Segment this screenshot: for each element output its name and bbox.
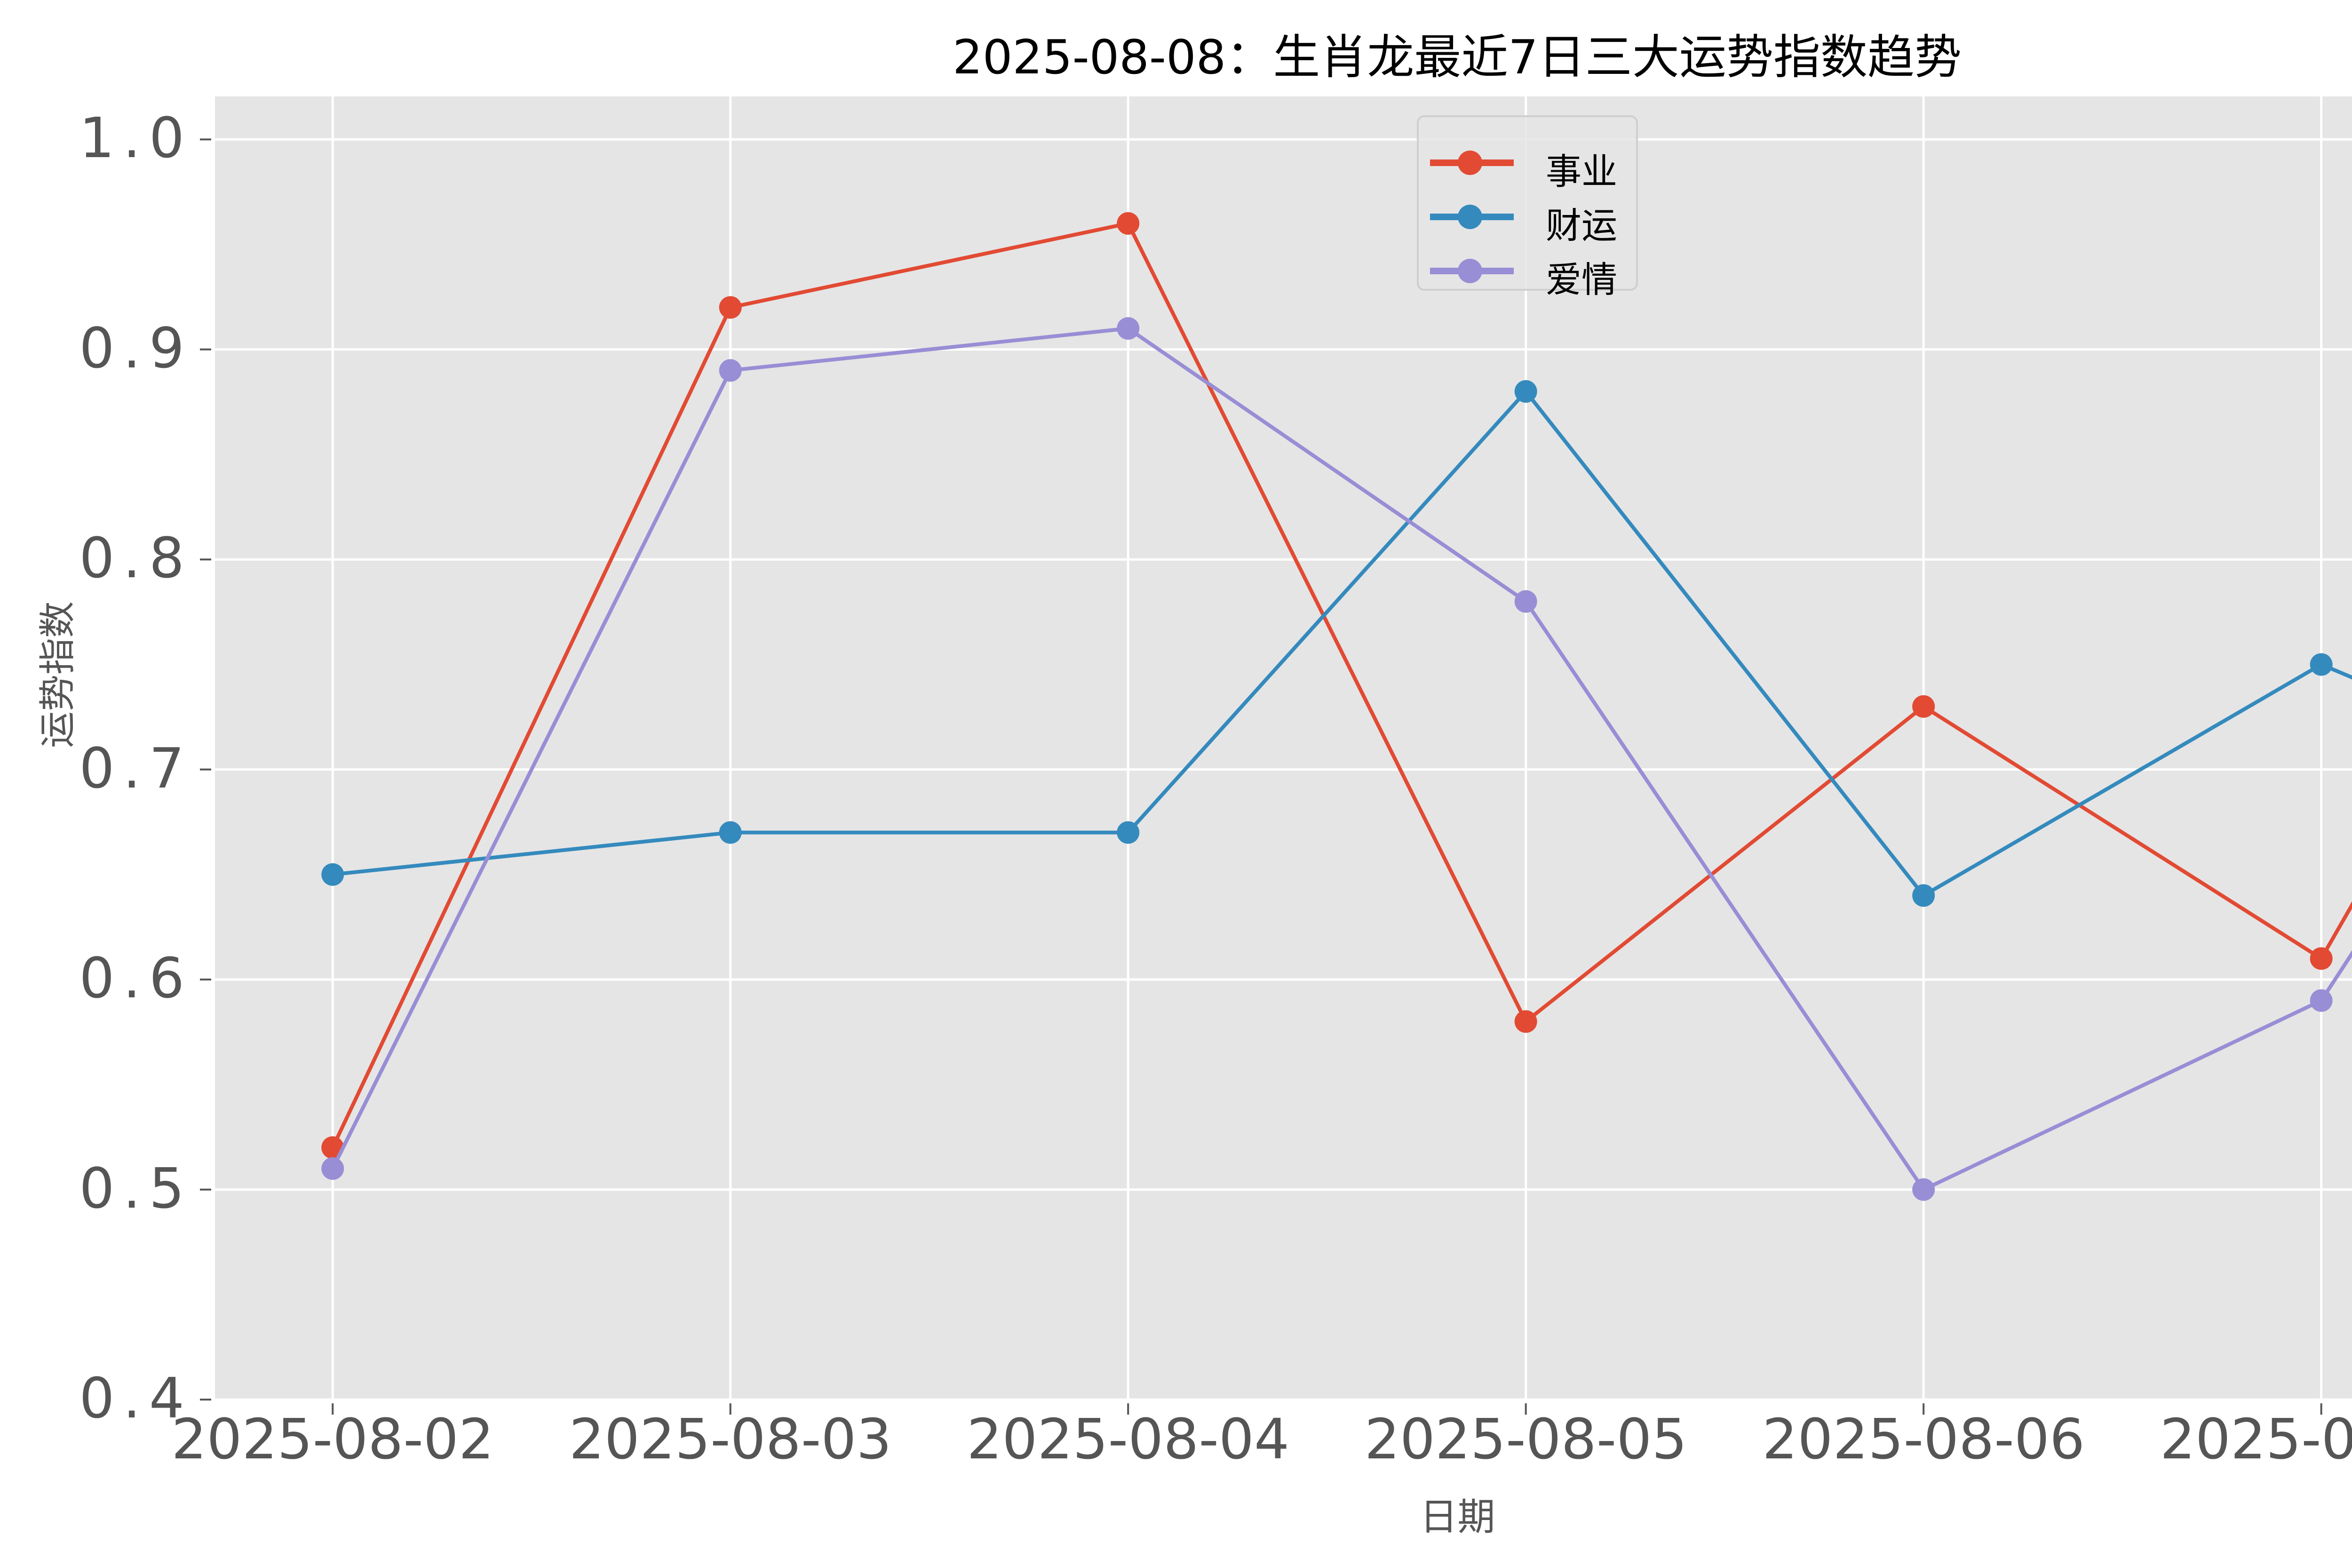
- data-point-marker: [1514, 590, 1537, 613]
- data-point-marker: [719, 296, 742, 319]
- legend-item-love: 爱情: [1419, 244, 1636, 301]
- y-tick-label: 0.5: [79, 1155, 193, 1221]
- data-point-marker: [1912, 1178, 1935, 1201]
- legend-marker-icon: [1458, 259, 1482, 283]
- data-point-marker: [2310, 947, 2333, 970]
- legend-item-wealth: 财运: [1419, 190, 1636, 247]
- x-tick-label: 2025-08-03: [569, 1407, 892, 1472]
- gridlines: [215, 96, 2352, 1401]
- data-point-marker: [321, 863, 344, 886]
- data-point-marker: [321, 1157, 344, 1180]
- legend-label: 财运: [1546, 205, 1617, 247]
- legend: 事业 财运 爱情: [1417, 115, 1638, 301]
- data-point-marker: [1117, 821, 1140, 844]
- x-tick-label: 2025-08-06: [1762, 1407, 2085, 1472]
- x-tick-label: 2025-08-05: [1364, 1407, 1687, 1472]
- x-tick-label: 2025-08-04: [967, 1407, 1290, 1472]
- x-tick-label: 2025-08-02: [171, 1407, 494, 1472]
- y-tick-label: 0.7: [79, 735, 193, 801]
- data-point-marker: [2310, 653, 2333, 676]
- data-point-marker: [1514, 380, 1537, 403]
- legend-item-career: 事业: [1419, 136, 1636, 192]
- data-point-marker: [1912, 695, 1935, 718]
- chart-title: 2025-08-08：生肖龙最近7日三大运势指数趋势: [953, 30, 1962, 85]
- tick-marks: [200, 138, 2322, 1415]
- legend-label: 爱情: [1546, 259, 1617, 301]
- data-point-marker: [2310, 989, 2333, 1012]
- y-tick-label: 0.9: [79, 315, 193, 381]
- data-point-marker: [1117, 317, 1140, 340]
- x-axis-label: 日期: [1420, 1495, 1495, 1539]
- y-tick-label: 1.0: [79, 105, 193, 171]
- data-point-marker: [1514, 1010, 1537, 1033]
- legend-label: 事业: [1546, 151, 1617, 192]
- plot-area: [215, 96, 2352, 1400]
- y-tick-label: 0.4: [79, 1366, 193, 1431]
- x-tick-label: 2025-08-07: [2160, 1407, 2352, 1472]
- data-series: [321, 212, 2352, 1201]
- legend-marker-icon: [1458, 151, 1482, 175]
- y-axis-label: 运势指数: [37, 601, 79, 748]
- data-point-marker: [719, 821, 742, 844]
- y-tick-label: 0.8: [79, 525, 193, 591]
- legend-marker-icon: [1458, 205, 1482, 229]
- y-tick-label: 0.6: [79, 946, 193, 1011]
- data-point-marker: [1912, 884, 1935, 907]
- data-point-marker: [719, 359, 742, 382]
- data-point-marker: [1117, 212, 1140, 235]
